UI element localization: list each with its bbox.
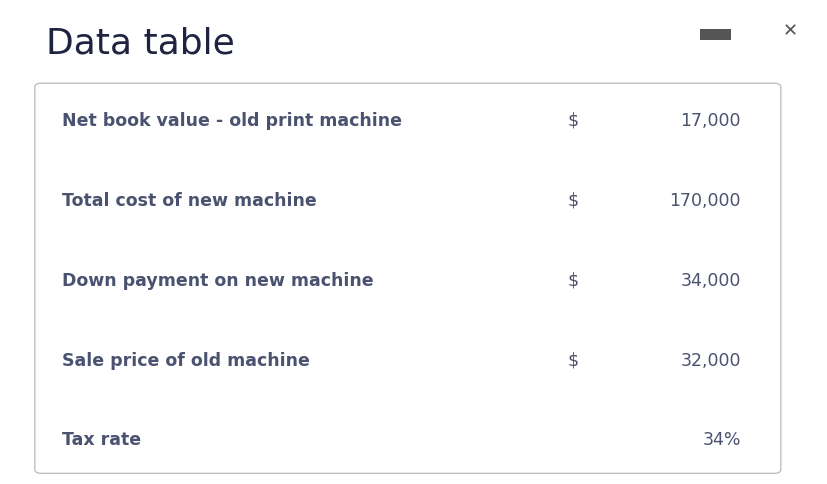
Text: Tax rate: Tax rate xyxy=(62,431,141,450)
Text: $: $ xyxy=(566,351,578,370)
Bar xyxy=(699,29,730,40)
Text: 17,000: 17,000 xyxy=(680,112,740,130)
Text: Down payment on new machine: Down payment on new machine xyxy=(62,272,373,290)
Text: 34%: 34% xyxy=(702,431,740,450)
Text: $: $ xyxy=(566,272,578,290)
Text: $: $ xyxy=(566,112,578,130)
Text: Sale price of old machine: Sale price of old machine xyxy=(62,351,309,370)
Text: Net book value - old print machine: Net book value - old print machine xyxy=(62,112,402,130)
Text: 170,000: 170,000 xyxy=(669,192,740,210)
Text: Data table: Data table xyxy=(45,27,234,60)
Text: 32,000: 32,000 xyxy=(680,351,740,370)
Text: 34,000: 34,000 xyxy=(680,272,740,290)
Text: ✕: ✕ xyxy=(782,22,797,41)
Text: $: $ xyxy=(566,192,578,210)
FancyBboxPatch shape xyxy=(35,83,780,473)
Text: Total cost of new machine: Total cost of new machine xyxy=(62,192,317,210)
